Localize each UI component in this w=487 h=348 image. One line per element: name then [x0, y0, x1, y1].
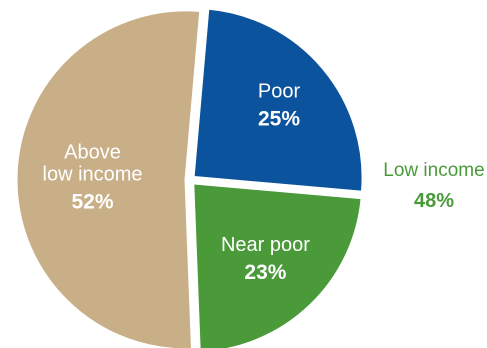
- slice-poor: [191, 6, 365, 194]
- group-label-low-income: Low income: [383, 160, 484, 181]
- group-value-low-income: 48%: [414, 190, 454, 212]
- slice-value-near-poor: 23%: [244, 261, 286, 284]
- group-annotation: Low income 48%: [383, 160, 484, 212]
- slice-value-above-low-income: 52%: [72, 191, 114, 214]
- slices-layer: [14, 6, 365, 348]
- slice-near-poor: [191, 181, 364, 348]
- slice-above-low-income: [14, 8, 203, 348]
- slice-label-above-low-income-line-1: Above: [64, 142, 121, 164]
- slice-value-poor: 25%: [258, 107, 300, 130]
- slice-label-poor: Poor: [258, 80, 301, 102]
- slice-label-above-low-income-line-2: low income: [43, 164, 143, 186]
- slice-label-near-poor: Near poor: [221, 234, 310, 256]
